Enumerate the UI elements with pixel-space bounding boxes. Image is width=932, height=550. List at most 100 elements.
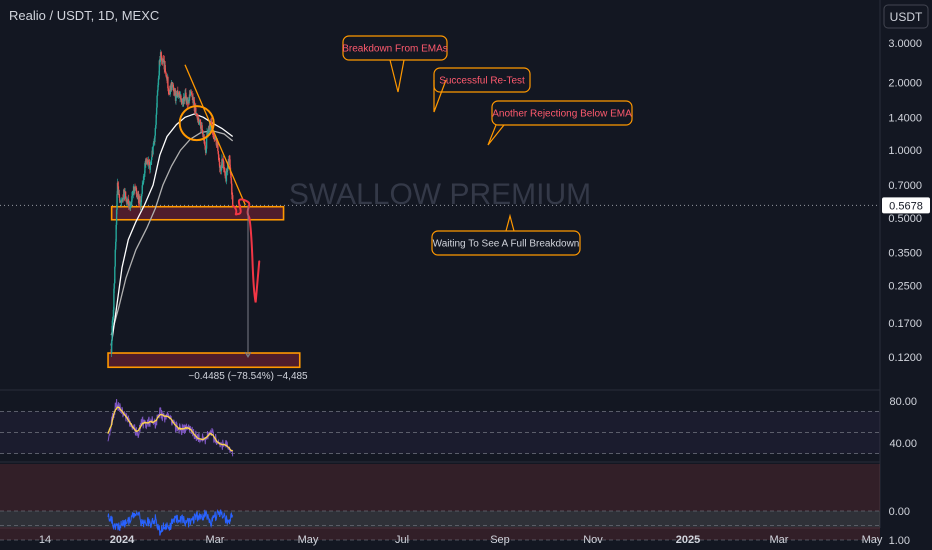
callout-waiting[interactable]: Waiting To See A Full Breakdown <box>431 213 581 256</box>
candle[interactable] <box>180 94 182 101</box>
callout-breakdown-emas[interactable]: Breakdown From EMAs <box>342 35 448 93</box>
candle[interactable] <box>141 180 143 194</box>
candle[interactable] <box>114 246 116 269</box>
candle[interactable] <box>116 178 119 196</box>
candle[interactable] <box>173 86 175 96</box>
candle[interactable] <box>190 88 192 97</box>
rsi-tick-label: 80.00 <box>889 396 917 408</box>
candle[interactable] <box>229 155 231 169</box>
candle[interactable] <box>204 140 206 146</box>
candle[interactable] <box>208 122 210 133</box>
candle[interactable] <box>193 97 195 103</box>
candle[interactable] <box>131 190 134 201</box>
candle[interactable] <box>128 198 130 210</box>
x-tick-label: May <box>298 534 319 546</box>
candle[interactable] <box>117 181 120 195</box>
y-tick-label: 2.0000 <box>888 78 922 90</box>
candle[interactable] <box>139 193 141 205</box>
candle[interactable] <box>154 126 156 139</box>
candle[interactable] <box>191 92 193 95</box>
candle[interactable] <box>161 55 163 65</box>
osc-tick-label: 0.00 <box>889 506 910 518</box>
candle[interactable] <box>164 61 166 72</box>
x-tick-label: Sep <box>490 534 510 546</box>
candle[interactable] <box>165 71 167 78</box>
annotations-layer: −0.4485 (−78.54%) −4,485 Breakdown From E… <box>178 35 633 382</box>
candle[interactable] <box>142 174 145 185</box>
candle[interactable] <box>175 90 177 105</box>
candle[interactable] <box>228 154 231 160</box>
candle[interactable] <box>224 167 226 179</box>
last-price-badge: 0.5678 <box>882 197 930 214</box>
candle[interactable] <box>232 192 234 207</box>
candle[interactable] <box>213 135 215 143</box>
candle[interactable] <box>217 141 219 153</box>
y-tick-label: 0.1700 <box>888 318 922 330</box>
candle[interactable] <box>112 315 114 324</box>
candle[interactable] <box>130 202 132 209</box>
candle[interactable] <box>201 122 203 134</box>
rsi-band-fill <box>0 411 880 454</box>
candle[interactable] <box>225 168 228 185</box>
candle[interactable] <box>115 208 118 230</box>
candle[interactable] <box>222 159 224 169</box>
candle[interactable] <box>152 146 154 156</box>
candle[interactable] <box>190 89 192 93</box>
rsi-ma-line <box>107 406 234 452</box>
x-tick-label: Nov <box>583 534 603 546</box>
candle[interactable] <box>115 222 117 247</box>
candle[interactable] <box>158 59 161 80</box>
candle[interactable] <box>218 154 220 162</box>
callout-breakdown-emas-text: Breakdown From EMAs <box>342 44 448 55</box>
candle[interactable] <box>110 340 113 357</box>
callout-rejecting[interactable]: Another Rejectiong Below EMA <box>487 100 633 146</box>
candle[interactable] <box>178 91 181 99</box>
candle[interactable] <box>200 119 202 133</box>
candle[interactable] <box>188 90 191 104</box>
support-zone-lower[interactable] <box>107 352 301 369</box>
candle[interactable] <box>219 165 222 175</box>
candle[interactable] <box>181 98 183 107</box>
candle[interactable] <box>113 283 115 315</box>
candle[interactable] <box>184 89 186 105</box>
rsi-line <box>107 398 234 457</box>
currency-button[interactable]: USDT <box>883 4 929 29</box>
candle[interactable] <box>205 147 207 155</box>
candle[interactable] <box>131 191 133 207</box>
candle[interactable] <box>124 191 127 200</box>
candle[interactable] <box>230 173 233 185</box>
candle[interactable] <box>160 52 163 65</box>
callout-retest[interactable]: Successful Re-Test <box>433 67 531 113</box>
candle[interactable] <box>223 165 225 171</box>
candle[interactable] <box>133 185 136 194</box>
candle[interactable] <box>179 93 181 103</box>
candle[interactable] <box>154 135 156 146</box>
candle[interactable] <box>223 159 225 173</box>
candle[interactable] <box>182 93 185 107</box>
background-layer <box>0 0 881 529</box>
candle[interactable] <box>175 90 178 97</box>
callout-retest-text: Successful Re-Test <box>439 76 525 87</box>
candle[interactable] <box>205 136 208 152</box>
candle[interactable] <box>231 180 233 200</box>
candle[interactable] <box>199 119 201 123</box>
candle[interactable] <box>129 201 132 211</box>
candle[interactable] <box>191 91 193 100</box>
candle[interactable] <box>218 157 221 173</box>
candle[interactable] <box>156 89 159 97</box>
candle[interactable] <box>140 195 143 207</box>
x-tick-label: 2025 <box>676 534 700 546</box>
candle[interactable] <box>124 191 126 201</box>
resistance-trendline[interactable] <box>184 64 246 206</box>
candle[interactable] <box>114 266 116 284</box>
candle[interactable] <box>163 55 165 74</box>
candle[interactable] <box>120 199 122 207</box>
candle[interactable] <box>155 112 157 129</box>
candle[interactable] <box>183 96 185 105</box>
candle[interactable] <box>156 94 158 108</box>
candle[interactable] <box>120 197 123 207</box>
candle[interactable] <box>185 87 187 99</box>
candle[interactable] <box>116 191 118 215</box>
candles-layer[interactable] <box>110 49 234 357</box>
candle[interactable] <box>198 119 201 126</box>
